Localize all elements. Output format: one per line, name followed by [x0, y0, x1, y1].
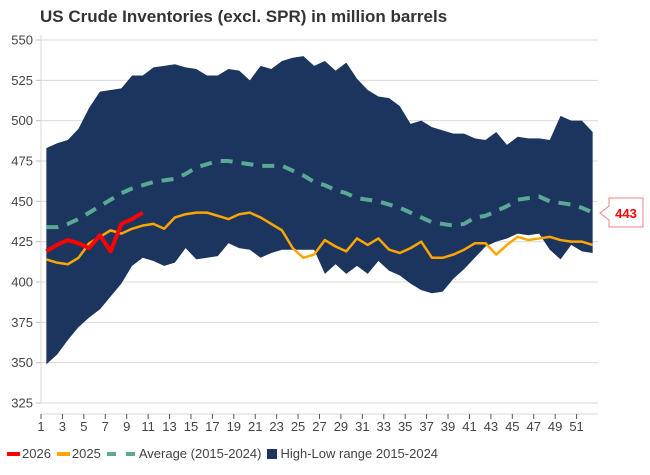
- x-tick-label: 17: [205, 419, 219, 434]
- x-tick-label: 45: [505, 419, 519, 434]
- legend-swatch-2025: [56, 451, 70, 456]
- x-tick-label: 7: [102, 419, 109, 434]
- y-tick-label: 475: [11, 154, 33, 169]
- legend-item-2025: 2025: [56, 446, 101, 461]
- x-tick-label: 13: [162, 419, 176, 434]
- y-tick-label: 525: [11, 73, 33, 88]
- x-tick-label: 25: [291, 419, 305, 434]
- x-tick-label: 41: [462, 419, 476, 434]
- x-tick-label: 15: [184, 419, 198, 434]
- x-tick-label: 27: [312, 419, 326, 434]
- annotation: 443: [599, 197, 644, 228]
- y-tick-label: 375: [11, 315, 33, 330]
- x-tick-label: 21: [248, 419, 262, 434]
- y-tick-label: 400: [11, 275, 33, 290]
- x-tick-label: 3: [59, 419, 66, 434]
- x-tick-label: 11: [141, 419, 155, 434]
- x-tick-label: 37: [419, 419, 433, 434]
- legend-swatch-average-a: [106, 451, 116, 456]
- annotation-callout: [599, 197, 644, 228]
- y-tick-label: 350: [11, 355, 33, 370]
- high-low-range-area: [46, 56, 593, 365]
- legend-label: High-Low range 2015-2024: [280, 446, 439, 461]
- x-tick-label: 9: [123, 419, 130, 434]
- x-tick-label: 49: [548, 419, 562, 434]
- x-tick-label: 29: [334, 419, 348, 434]
- y-tick-label: 425: [11, 234, 33, 249]
- legend-swatch-2026: [7, 451, 20, 456]
- x-tick-label: 1: [37, 419, 44, 434]
- legend-swatch-average-b: [125, 451, 135, 456]
- series-line-2026: [45, 210, 144, 254]
- x-tick-label: 31: [355, 419, 369, 434]
- x-tick-label: 35: [398, 419, 412, 434]
- legend: 2026 2025 Average (2015-2024) High-Low r…: [7, 446, 444, 461]
- annotation-label: 443: [615, 206, 637, 221]
- x-tick-label: 19: [227, 419, 241, 434]
- y-tick-label: 325: [11, 396, 33, 411]
- x-tick-label: 33: [377, 419, 391, 434]
- series-lines: [45, 159, 594, 266]
- y-tick-label: 500: [11, 113, 33, 128]
- legend-label: 2025: [71, 446, 101, 461]
- x-tick-label: 43: [484, 419, 498, 434]
- legend-item-range: High-Low range 2015-2024: [267, 446, 438, 461]
- x-tick-label: 51: [569, 419, 583, 434]
- x-tick-label: 5: [80, 419, 87, 434]
- legend-label: 2026: [22, 446, 51, 461]
- x-tick-label: 47: [526, 419, 540, 434]
- legend-item-2026: 2026: [7, 446, 51, 461]
- x-tick-label: 23: [269, 419, 283, 434]
- x-tick-label: 39: [441, 419, 455, 434]
- y-tick-label: 550: [11, 33, 33, 48]
- series-line-average-2015-2024-: [46, 159, 594, 230]
- chart-title: US Crude Inventories (excl. SPR) in mill…: [40, 7, 448, 26]
- y-tick-label: 450: [11, 194, 33, 209]
- legend-swatch-range: [267, 448, 278, 459]
- high-low-range: [46, 56, 593, 365]
- series-line-2025: [45, 211, 594, 266]
- legend-item-average: Average (2015-2024): [106, 446, 262, 461]
- legend-label: Average (2015-2024): [138, 446, 262, 461]
